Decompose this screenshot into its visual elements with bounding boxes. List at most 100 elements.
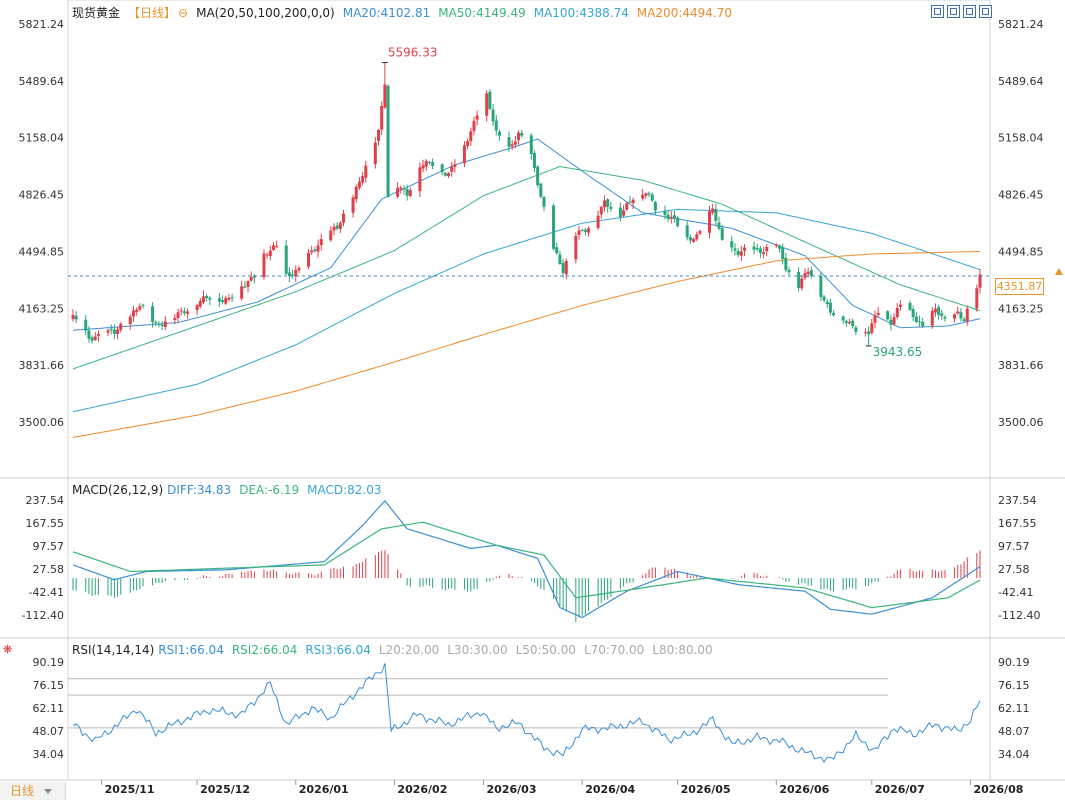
candle-body — [96, 333, 100, 336]
chart-type-icon[interactable] — [963, 5, 976, 18]
candle-body — [332, 226, 336, 231]
candle-body — [106, 330, 110, 333]
candle-body — [205, 295, 209, 299]
ma200-value: MA200:4494.70 — [636, 6, 732, 20]
candle-body — [641, 194, 645, 199]
rsi2-value: RSI2:66.04 — [231, 643, 298, 657]
period-tab[interactable]: 日线 — [0, 782, 66, 800]
price-tick-right: 5489.64 — [998, 75, 1044, 88]
l80-value: L80:80.00 — [652, 643, 713, 657]
l30-value: L30:30.00 — [447, 643, 508, 657]
candle-body — [176, 312, 180, 318]
settings-icon[interactable]: ⊖ — [178, 6, 189, 20]
candle-body — [297, 267, 301, 271]
candle-body — [262, 253, 266, 278]
candle-body — [698, 231, 702, 234]
macd-tick-left: -112.40 — [22, 609, 64, 622]
date-tick-label: 2026/06 — [779, 783, 829, 796]
candle-body — [889, 319, 893, 325]
candle-body — [832, 313, 836, 316]
zoom-in-icon[interactable] — [931, 5, 944, 18]
candle-body — [491, 109, 495, 122]
rsi-settings-icon[interactable]: ❋ — [3, 643, 13, 656]
candle-body — [342, 213, 346, 223]
candle-body — [243, 286, 247, 288]
candle-body — [447, 173, 451, 177]
price-legend: 现货黄金 【日线】 ⊖ MA(20,50,100,200,0,0) MA20:4102.… — [72, 5, 740, 21]
candle-body — [472, 120, 476, 131]
candle-body — [555, 247, 559, 254]
candle-body — [396, 187, 400, 197]
macd-tick-left: 167.55 — [26, 517, 65, 530]
candle-body — [685, 225, 689, 238]
rsi-tick-left: 48.07 — [33, 725, 65, 738]
candle-body — [943, 317, 947, 319]
macd-tick-right: 237.54 — [998, 494, 1037, 507]
candle-body — [536, 166, 540, 186]
candle-body — [275, 246, 279, 248]
candle-body — [173, 318, 177, 321]
candle-body — [784, 257, 788, 271]
candle-body — [316, 245, 320, 252]
candle-body — [462, 145, 466, 164]
macd-label[interactable]: MACD(26,12,9) — [72, 483, 164, 497]
candle-body — [618, 207, 622, 218]
candle-body — [602, 200, 606, 208]
candle-body — [227, 297, 231, 300]
candle-body — [351, 197, 355, 213]
candle-body — [364, 165, 368, 178]
date-tick-label: 2026/03 — [487, 783, 537, 796]
candle-body — [781, 247, 785, 260]
price-low-label: 3943.65 — [873, 345, 923, 359]
candle-body — [574, 235, 578, 260]
price-tick-left: 4163.25 — [19, 302, 65, 315]
candle-body — [252, 275, 256, 278]
candle-body — [373, 142, 377, 165]
macd-tick-right: 27.58 — [998, 563, 1030, 576]
date-tick-label: 2026/05 — [681, 783, 731, 796]
macd-value: MACD:82.03 — [307, 483, 382, 497]
candle-body — [707, 211, 711, 233]
layout-icon[interactable] — [979, 5, 992, 18]
candle-body — [90, 337, 94, 341]
candle-body — [186, 311, 190, 314]
candle-body — [240, 286, 244, 299]
ma-label[interactable]: MA(20,50,100,200,0,0) — [196, 6, 335, 20]
candle-body — [71, 314, 75, 320]
candle-body — [271, 245, 275, 250]
candle-body — [469, 131, 473, 142]
macd-tick-right: 97.57 — [998, 540, 1030, 553]
candle-body — [765, 247, 769, 252]
candle-body — [647, 193, 651, 195]
candle-body — [284, 245, 288, 274]
candle-body — [485, 93, 489, 116]
rsi-tick-left: 76.15 — [33, 679, 65, 692]
period-label[interactable]: 【日线】 — [128, 6, 177, 20]
candle-body — [520, 132, 524, 136]
candle-body — [599, 206, 603, 215]
candle-body — [606, 199, 610, 207]
macd-tick-left: -42.41 — [29, 586, 64, 599]
candle-body — [650, 194, 654, 201]
chevron-down-icon — [44, 789, 52, 794]
price-marker-icon — [1055, 268, 1063, 275]
candle-body — [742, 247, 746, 251]
candle-body — [644, 193, 648, 196]
ma-line-ma100 — [72, 208, 981, 413]
zoom-out-icon[interactable] — [947, 5, 960, 18]
candle-body — [717, 222, 721, 229]
candle-body — [822, 296, 826, 301]
candle-body — [138, 306, 142, 310]
candle-body — [440, 164, 444, 173]
candle-body — [758, 248, 762, 253]
candle-body — [863, 332, 867, 334]
dea-value: DEA:-6.19 — [239, 483, 300, 497]
candle-body — [609, 206, 613, 209]
candle-body — [329, 230, 333, 241]
candle-body — [848, 321, 852, 324]
candle-body — [198, 300, 202, 307]
rsi-label[interactable]: RSI(14,14,14) — [72, 643, 155, 657]
candle-body — [580, 230, 584, 232]
ma-line-ma50 — [72, 165, 981, 370]
